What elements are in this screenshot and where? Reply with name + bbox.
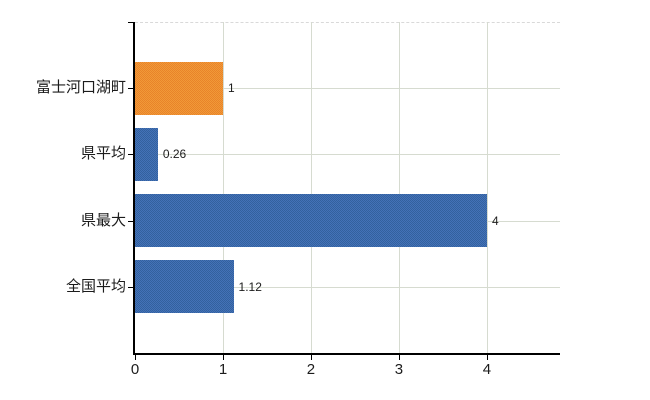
y-axis-tick xyxy=(128,220,133,222)
category-label: 富士河口湖町 xyxy=(35,79,126,97)
x-tick-label: 2 xyxy=(306,361,316,378)
x-axis-tick xyxy=(135,355,136,360)
h-gridline xyxy=(135,286,560,288)
v-gridline xyxy=(310,22,312,353)
bar-value-label: 4 xyxy=(491,213,499,228)
y-axis-tick xyxy=(128,286,133,288)
bar-blue-1 xyxy=(135,127,158,181)
bar-orange-0 xyxy=(135,61,223,115)
plot-top-border xyxy=(135,22,560,23)
y-axis-line xyxy=(133,22,135,355)
x-tick-label: 0 xyxy=(130,361,140,378)
h-gridline xyxy=(135,154,560,156)
category-label: 県平均 xyxy=(80,145,126,163)
x-tick-label: 4 xyxy=(482,361,492,378)
x-axis-tick xyxy=(222,355,224,360)
y-axis-tick xyxy=(128,22,133,23)
bar-blue-2 xyxy=(135,194,487,248)
bar-value-label: 1.12 xyxy=(238,279,262,294)
x-tick-label: 1 xyxy=(218,361,228,378)
y-axis-tick xyxy=(128,154,133,156)
y-axis-tick xyxy=(128,88,133,90)
x-axis-tick xyxy=(398,355,400,360)
bar-value-label: 0.26 xyxy=(162,147,187,162)
x-axis-tick xyxy=(310,355,312,360)
v-gridline xyxy=(222,22,224,353)
category-label: 県最大 xyxy=(80,211,126,229)
bar-value-label: 1 xyxy=(227,81,235,96)
bar-blue-3 xyxy=(135,260,234,314)
x-tick-label: 3 xyxy=(394,361,404,378)
v-gridline xyxy=(486,22,488,353)
category-label: 全国平均 xyxy=(65,277,126,295)
v-gridline xyxy=(398,22,400,353)
h-gridline xyxy=(135,88,560,90)
x-axis-line xyxy=(133,353,560,355)
x-axis-tick xyxy=(486,355,488,360)
